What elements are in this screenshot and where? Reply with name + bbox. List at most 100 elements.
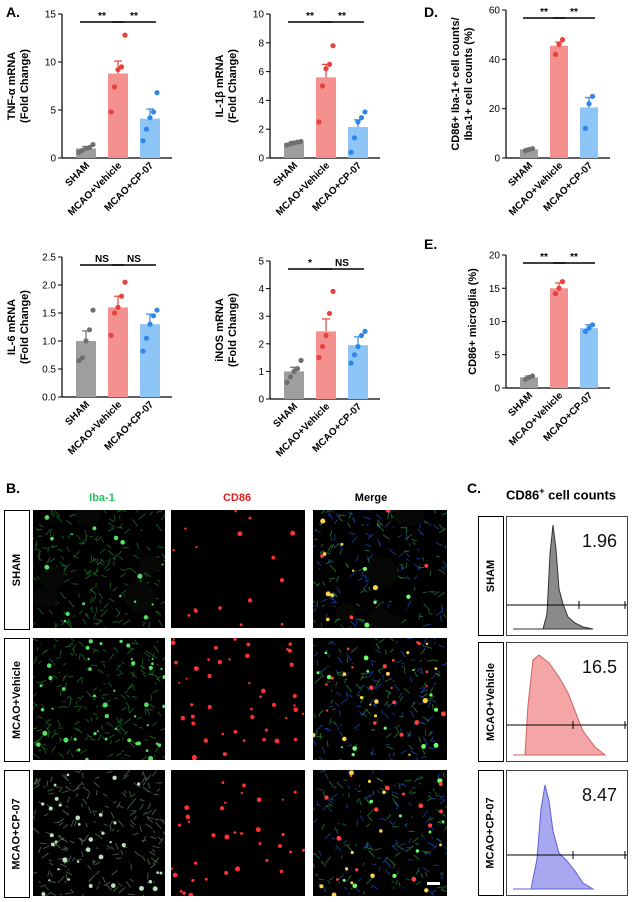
point-il6-0-3 — [86, 327, 93, 333]
flow-histogram-2 — [513, 784, 595, 890]
chart-il1b-mrna: IL-1β mRNA (Fold Change)0246810SHAMMCAO+V… — [214, 10, 380, 218]
point-il6-2-1 — [143, 335, 150, 341]
ylabel-il1b-1: (Fold Change) — [227, 49, 239, 123]
micro-tile-2-2 — [313, 770, 447, 896]
micro-tile-0-0 — [33, 510, 165, 628]
flow-row-label-vehicle: MCAO+Vehicle — [478, 642, 504, 762]
point-inos-2-1 — [351, 352, 358, 358]
bar-tnf-1 — [108, 73, 128, 158]
point-tnf-0-3 — [86, 144, 93, 151]
point-il1b-2-0 — [348, 149, 354, 155]
bar-cd86micro-1 — [550, 288, 568, 388]
ytick-label-cd86iba-3: 60 — [489, 6, 501, 17]
bar-cd86micro-2 — [580, 328, 598, 388]
ytick-label-tnf-3: 15 — [45, 10, 57, 21]
point-tnf-2-3 — [150, 109, 157, 115]
point-inos-0-1 — [287, 374, 294, 380]
ytick-label-il6-1: 0.5 — [42, 365, 56, 376]
ytick-label-il6-4: 2.0 — [42, 281, 56, 292]
col-label-iba1: Iba-1 — [89, 492, 115, 504]
point-tnf-1-2 — [115, 67, 121, 73]
micro-tile-1-2 — [313, 638, 447, 760]
point-il1b-0-4 — [298, 138, 304, 145]
ylabel-cd86micro-0: CD86+ microglia (%) — [467, 268, 479, 375]
point-tnf-1-0 — [108, 109, 114, 115]
sig-cd86micro-0: ** — [540, 252, 548, 263]
bar-inos-2 — [348, 345, 368, 399]
sig-il1b-1: ** — [338, 11, 346, 22]
ytick-label-tnf-1: 5 — [50, 106, 56, 117]
panel-letter-e: E. — [424, 236, 438, 252]
flow-value-vehicle: 16.5 — [581, 657, 617, 677]
sig-inos-0: * — [308, 258, 312, 269]
row-label-sham: SHAM — [4, 510, 30, 630]
micro-tile-1-1 — [171, 638, 305, 760]
point-tnf-1-3 — [118, 64, 125, 70]
xlabel-tnf-0: SHAM — [64, 160, 93, 189]
point-il1b-2-1 — [351, 135, 358, 141]
point-inos-1-1 — [319, 343, 326, 350]
flow-value-sham: 1.96 — [581, 531, 617, 551]
point-cd86iba-1-0 — [552, 51, 559, 58]
point-inos-2-0 — [348, 360, 354, 366]
point-il6-1-1 — [111, 310, 118, 316]
micro-tile-0-1 — [171, 510, 305, 628]
flow-histogram-1 — [513, 654, 607, 756]
scale-bar — [427, 882, 440, 885]
flow-plot-cp07: 8.47 — [506, 770, 628, 896]
point-cd86iba-2-1 — [586, 101, 592, 107]
point-inos-0-3 — [294, 366, 301, 372]
ylabel-tnf-0: TNF-α mRNA — [6, 52, 18, 121]
ylabel-il1b-0: IL-1β mRNA — [214, 54, 226, 117]
ytick-label-cd86micro-2: 10 — [489, 317, 501, 328]
ytick-label-cd86micro-4: 20 — [489, 251, 501, 262]
ytick-label-il1b-2: 4 — [258, 96, 264, 107]
xlabel-inos-0: SHAM — [272, 401, 301, 430]
ytick-label-inos-2: 2 — [258, 339, 264, 350]
point-il6-0-0 — [76, 358, 82, 364]
point-il1b-2-4 — [362, 109, 368, 115]
sig-tnf-1: ** — [130, 11, 138, 22]
micro-tile-0-2 — [313, 510, 447, 628]
flow-row-label-sham: SHAM — [478, 516, 504, 636]
ylabel-il6-1: (Fold Change) — [19, 290, 31, 364]
point-inos-1-4 — [330, 288, 336, 294]
point-il6-1-0 — [108, 332, 114, 338]
point-tnf-2-4 — [154, 90, 160, 96]
sig-il6-0: NS — [95, 254, 109, 265]
ytick-label-tnf-0: 0 — [50, 154, 56, 165]
ytick-label-cd86iba-2: 40 — [489, 55, 501, 66]
point-tnf-2-0 — [140, 138, 146, 144]
chart-il6-mrna: IL-6 mRNA (Fold Change) 0.0 0.5 1.0 1.5 2.0 2.5… — [6, 253, 172, 457]
xlabel-il6-0: SHAM — [64, 399, 93, 428]
ylabel-inos-0: iNOS mRNA — [214, 298, 226, 362]
point-cd86micro-1-1 — [556, 285, 562, 291]
point-tnf-1-1 — [111, 84, 118, 90]
micro-tile-2-0 — [33, 770, 165, 896]
ylabel-il6-0: IL-6 mRNA — [6, 299, 18, 355]
point-cd86micro-0-2 — [529, 373, 536, 379]
point-il6-1-4 — [122, 279, 128, 285]
point-il1b-1-2 — [323, 66, 329, 72]
ytick-label-il1b-1: 2 — [258, 125, 264, 136]
chart-cd86-iba1-ratio: CD86+ Iba-1+ cell counts/Iba-1+ cell cou… — [450, 6, 610, 218]
ytick-label-il6-3: 1.5 — [42, 309, 56, 320]
ylabel-cd86iba-0: CD86+ Iba-1+ cell counts/ — [450, 17, 462, 150]
xlabel-cd86iba-1: MCAO+Vehicle — [507, 160, 565, 218]
sig-il6-1: NS — [127, 254, 141, 265]
point-cd86iba-1-1 — [556, 41, 562, 48]
ytick-label-cd86micro-1: 5 — [494, 350, 500, 361]
point-inos-1-3 — [326, 310, 333, 317]
bar-tnf-0 — [76, 148, 96, 158]
ytick-label-tnf-2: 10 — [45, 58, 57, 69]
row-label-cp07: MCAO+CP-07 — [4, 770, 30, 898]
panel-letter-c: C. — [467, 480, 481, 496]
xlabel-il1b-0: SHAM — [272, 160, 301, 189]
point-il6-2-2 — [147, 321, 153, 327]
bar-il6-1 — [108, 307, 128, 397]
point-cd86iba-0-2 — [529, 146, 536, 152]
flow-histogram-0 — [513, 524, 594, 630]
ytick-label-il6-0: 0.0 — [42, 393, 56, 404]
point-cd86micro-2-1 — [586, 325, 592, 331]
point-tnf-0-4 — [90, 141, 96, 148]
